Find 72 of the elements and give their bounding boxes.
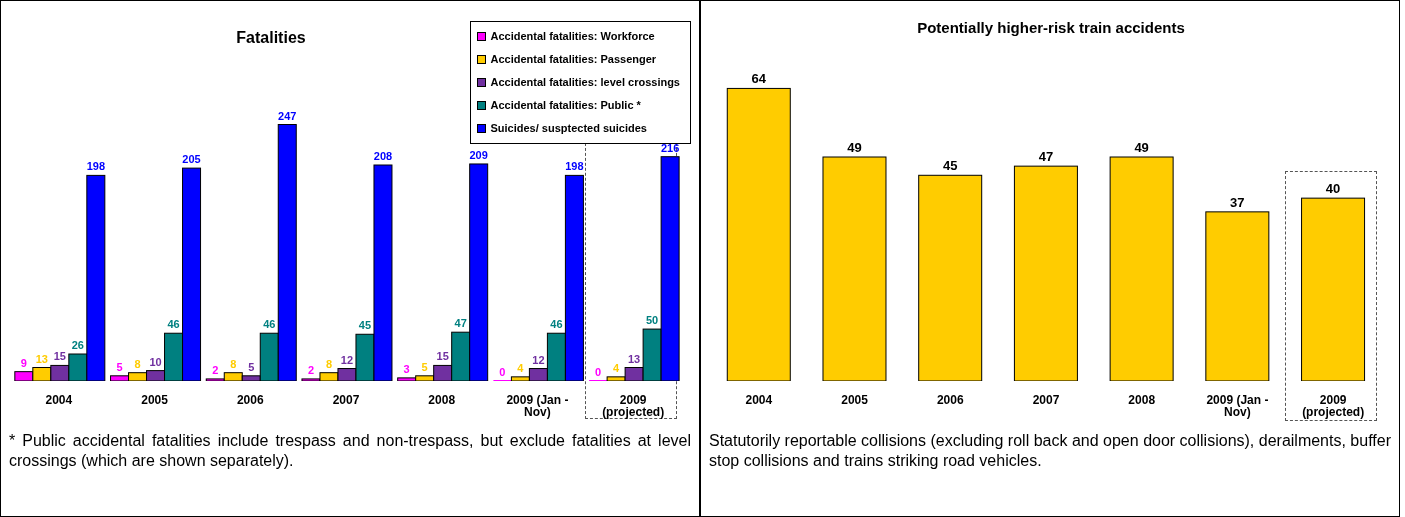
x-tick-label: 2006 — [236, 392, 264, 407]
data-label: 50 — [645, 314, 659, 327]
data-label: 209 — [469, 148, 488, 161]
data-label: 46 — [167, 318, 180, 331]
data-label: 46 — [550, 318, 563, 331]
x-tick-label: 2006 — [936, 392, 964, 407]
data-label: 9 — [20, 356, 27, 369]
data-label: 12 — [532, 353, 545, 366]
data-label: 47 — [1038, 149, 1054, 165]
data-label: 26 — [71, 339, 84, 351]
x-tick-label: 2004 — [45, 392, 73, 407]
x-tick-label: 2008 — [428, 392, 456, 407]
data-label: 46 — [263, 318, 276, 331]
data-label: 198 — [86, 160, 106, 173]
data-label: 5 — [116, 360, 123, 373]
legend-label: Suicides/ susptected suicides — [490, 121, 647, 136]
data-label: 4 — [613, 361, 621, 374]
chart-title: Potentially higher-risk train accidents — [916, 19, 1186, 36]
data-label: 45 — [358, 319, 372, 332]
data-label: 5 — [248, 360, 255, 373]
bar — [1109, 156, 1174, 381]
data-label: 8 — [230, 357, 237, 370]
x-tick-label: 2004 — [745, 392, 773, 407]
bar — [1301, 197, 1366, 381]
bar — [822, 156, 887, 381]
x-tick-label: 2007 — [1032, 392, 1060, 407]
data-label: 8 — [134, 357, 141, 370]
data-label: 2 — [307, 363, 315, 376]
chart-title: Fatalities — [236, 29, 306, 46]
bar — [726, 87, 791, 381]
x-tick-label: 2009 (projected) — [1302, 392, 1365, 419]
legend-label: Accidental fatalities: level crossings — [490, 75, 680, 90]
data-label: 64 — [751, 71, 767, 87]
x-tick-label: 2009 (projected) — [602, 392, 665, 419]
data-label: 208 — [373, 150, 393, 162]
data-label: 47 — [454, 317, 467, 330]
data-label: 0 — [499, 366, 506, 378]
legend-label: Accidental fatalities: Workforce — [490, 29, 655, 44]
x-tick-label: 2009 (Jan - Nov) — [1206, 392, 1269, 419]
data-label: 15 — [436, 350, 449, 363]
bar — [918, 174, 983, 381]
bar — [1013, 165, 1078, 381]
data-label: 12 — [340, 353, 354, 366]
data-label: 198 — [565, 160, 584, 173]
data-label: 0 — [595, 366, 602, 378]
data-label: 15 — [53, 350, 66, 363]
data-label: 37 — [1230, 194, 1245, 210]
bar — [1205, 211, 1270, 381]
legend-label: Accidental fatalities: Passenger — [490, 52, 657, 67]
data-label: 10 — [149, 355, 162, 368]
data-label: 247 — [278, 109, 297, 122]
data-label: 3 — [403, 362, 410, 375]
data-label: 13 — [627, 352, 641, 365]
data-label: 5 — [421, 360, 428, 373]
data-label: 49 — [847, 140, 862, 155]
data-label: 45 — [942, 158, 958, 174]
data-label: 8 — [325, 357, 333, 370]
legend-label: Accidental fatalities: Public * — [490, 98, 641, 113]
data-label: 13 — [35, 352, 48, 365]
data-label: 216 — [660, 141, 680, 154]
data-label: 49 — [1134, 140, 1149, 155]
text: Statutorily reportable collisions (excluding roll back and open door collisions), derailments, buffer stop collisions and trains striking road vehicles. — [709, 431, 1391, 471]
data-label: 2 — [212, 363, 219, 376]
x-tick-label: 2008 — [1128, 392, 1156, 407]
x-tick-label: 2009 (Jan - Nov) — [506, 392, 569, 419]
data-label: 205 — [182, 153, 201, 166]
data-label: 4 — [517, 361, 525, 374]
x-tick-label: 2005 — [841, 392, 869, 407]
x-tick-label: 2007 — [332, 392, 360, 407]
x-tick-label: 2005 — [141, 392, 169, 407]
data-label: 40 — [1325, 181, 1341, 197]
text: * Public accidental fatalities include trespass and non-trespass, but exclude fatalities at level crossings (which are shown separately). — [9, 431, 691, 471]
